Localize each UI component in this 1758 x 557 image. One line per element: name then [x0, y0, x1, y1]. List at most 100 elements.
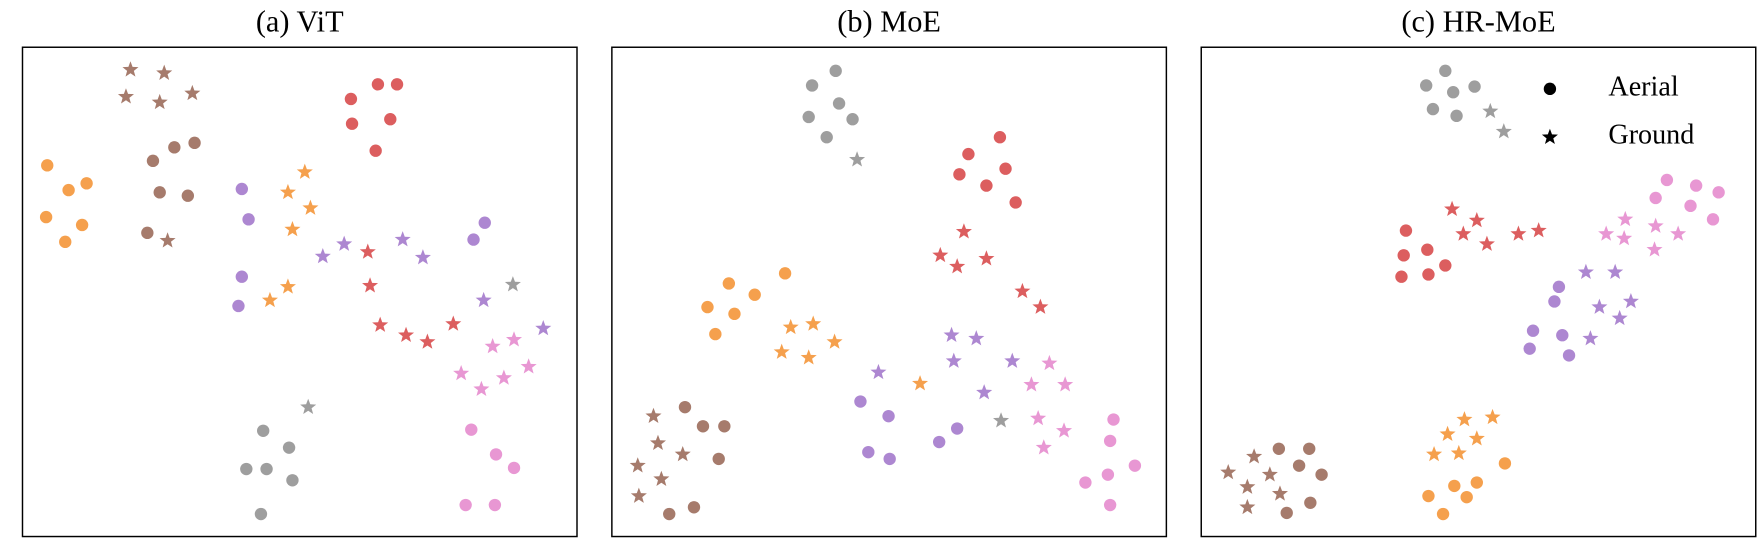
point [475, 291, 492, 308]
point [1009, 196, 1022, 209]
panel-title: (c) HR-MoE [1401, 5, 1555, 39]
panel-frame [1200, 46, 1757, 538]
point [1004, 352, 1021, 368]
point [302, 199, 319, 215]
point [800, 349, 817, 365]
point [1523, 342, 1536, 355]
point [80, 177, 93, 190]
point [805, 315, 822, 331]
point [1057, 376, 1074, 392]
point [39, 210, 53, 224]
point [62, 183, 75, 197]
point [1103, 434, 1117, 448]
point [1468, 80, 1481, 93]
point [159, 232, 176, 248]
point [1421, 243, 1434, 256]
point [846, 113, 859, 126]
point [1460, 490, 1473, 504]
point [504, 276, 521, 292]
point [445, 315, 462, 331]
point [279, 278, 296, 294]
point [882, 409, 895, 423]
point [1470, 476, 1483, 489]
point [1041, 354, 1058, 371]
point [282, 441, 296, 454]
point [359, 243, 376, 259]
point [883, 452, 896, 466]
point [371, 78, 385, 91]
point [1261, 466, 1278, 482]
point [1032, 298, 1049, 314]
point [1444, 200, 1461, 217]
point [1450, 444, 1467, 461]
point [1498, 457, 1512, 470]
point [1303, 442, 1316, 455]
point [1611, 309, 1628, 326]
point [478, 216, 491, 229]
point [384, 113, 397, 126]
point [1510, 225, 1527, 241]
point [1468, 430, 1485, 446]
point [949, 258, 966, 274]
point [495, 369, 512, 385]
point [1622, 293, 1639, 309]
point [862, 445, 875, 459]
point [232, 299, 245, 313]
point [1023, 376, 1040, 392]
point [1450, 109, 1463, 123]
point [369, 144, 382, 157]
point [345, 117, 359, 130]
point [1660, 173, 1674, 187]
point [1271, 485, 1288, 501]
point [1397, 249, 1410, 262]
point [260, 462, 273, 476]
point [962, 147, 975, 161]
point [820, 131, 833, 144]
point [1315, 468, 1328, 481]
point [943, 326, 960, 343]
point [826, 333, 843, 349]
point [300, 398, 317, 415]
point [75, 218, 89, 232]
point [1422, 489, 1435, 503]
point [59, 235, 72, 249]
point [122, 61, 139, 77]
point [629, 457, 646, 473]
point [649, 434, 667, 450]
point [712, 452, 725, 466]
point [181, 189, 195, 202]
point [1103, 498, 1117, 512]
point [1399, 224, 1413, 237]
point [1598, 225, 1615, 241]
point [296, 163, 313, 179]
point [1684, 199, 1697, 213]
point [1395, 270, 1408, 283]
point [1128, 459, 1142, 472]
point [419, 333, 436, 349]
point [535, 320, 552, 336]
point [1272, 442, 1286, 455]
point [1484, 408, 1501, 425]
point [1670, 225, 1687, 241]
point [701, 300, 714, 314]
point [696, 420, 710, 433]
point [663, 507, 676, 521]
point [782, 318, 799, 335]
point [254, 507, 268, 521]
point [1448, 479, 1461, 493]
point [1495, 123, 1512, 139]
point [993, 131, 1007, 144]
point [1079, 476, 1092, 489]
point [314, 248, 331, 264]
point [1577, 263, 1594, 280]
point [465, 423, 478, 436]
point [1607, 263, 1624, 280]
legend-marker [1543, 82, 1557, 96]
point [1056, 422, 1073, 438]
point [41, 159, 54, 172]
point [188, 136, 201, 150]
point [773, 343, 790, 359]
point [372, 316, 389, 332]
point [778, 267, 792, 280]
